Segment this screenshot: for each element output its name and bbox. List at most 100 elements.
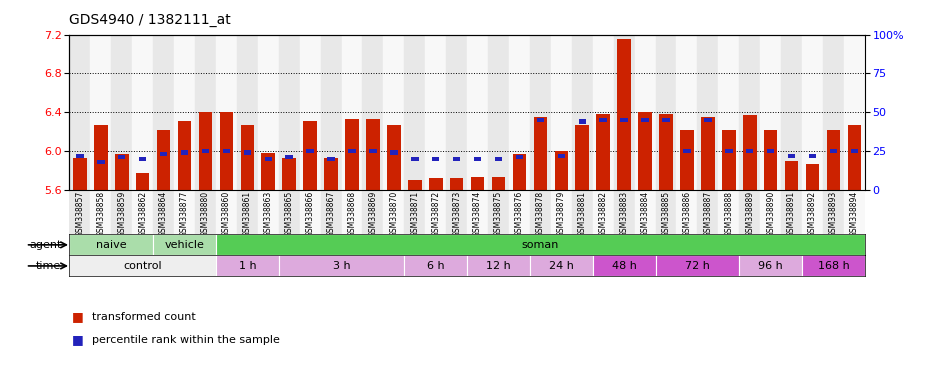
Bar [216, 255, 278, 276]
Bar [516, 155, 524, 159]
Bar [115, 154, 129, 190]
Text: GSM338864: GSM338864 [159, 191, 168, 237]
Bar [325, 158, 338, 190]
Bar [509, 35, 530, 190]
Bar [621, 118, 628, 122]
Bar [684, 149, 691, 153]
Bar [597, 114, 610, 190]
Bar [237, 35, 258, 190]
Bar [453, 157, 461, 161]
Bar [847, 125, 861, 190]
Bar [265, 157, 272, 161]
Bar [327, 157, 335, 161]
Bar [530, 35, 551, 190]
Bar [216, 190, 237, 234]
Text: GSM338858: GSM338858 [96, 191, 105, 237]
Text: 24 h: 24 h [549, 261, 574, 271]
Bar [617, 40, 631, 190]
Bar [467, 35, 488, 190]
Bar [111, 35, 132, 190]
Text: 168 h: 168 h [818, 261, 849, 271]
Bar [530, 255, 593, 276]
Bar [823, 35, 844, 190]
Bar [530, 190, 551, 234]
Text: GSM338881: GSM338881 [578, 191, 586, 237]
Bar [719, 35, 739, 190]
Bar [599, 118, 607, 122]
Bar [808, 154, 816, 158]
Text: GSM338886: GSM338886 [683, 191, 691, 237]
Text: GSM338874: GSM338874 [473, 191, 482, 237]
Bar [390, 151, 398, 155]
Text: 12 h: 12 h [487, 261, 511, 271]
Text: GSM338868: GSM338868 [348, 191, 356, 237]
Bar [345, 119, 359, 190]
Bar [426, 35, 446, 190]
Bar [802, 255, 865, 276]
Bar [593, 35, 613, 190]
Bar [363, 35, 383, 190]
Bar [722, 130, 735, 190]
Text: GSM338877: GSM338877 [180, 191, 189, 237]
Bar [180, 151, 189, 155]
Bar [258, 190, 278, 234]
Bar [638, 112, 652, 190]
Text: GSM338871: GSM338871 [411, 191, 419, 237]
Bar [830, 149, 837, 153]
Bar [154, 190, 174, 234]
Bar [534, 117, 548, 190]
Bar [341, 35, 363, 190]
Text: 48 h: 48 h [611, 261, 636, 271]
Bar [154, 234, 216, 255]
Bar [237, 190, 258, 234]
Text: GSM338875: GSM338875 [494, 191, 503, 237]
Bar [174, 35, 195, 190]
Bar [282, 158, 296, 190]
Text: GSM338873: GSM338873 [452, 191, 462, 237]
Bar [216, 35, 237, 190]
Bar [321, 35, 341, 190]
Bar [154, 35, 174, 190]
Bar [613, 35, 635, 190]
Bar [739, 255, 802, 276]
Text: GSM338894: GSM338894 [850, 191, 859, 237]
Bar [578, 119, 586, 124]
Bar [844, 190, 865, 234]
Bar [844, 35, 865, 190]
Text: vehicle: vehicle [165, 240, 204, 250]
Bar [656, 190, 676, 234]
Text: ■: ■ [72, 333, 84, 346]
Bar [303, 121, 317, 190]
Bar [488, 35, 509, 190]
Bar [132, 35, 154, 190]
Bar [593, 255, 656, 276]
Text: GSM338887: GSM338887 [703, 191, 712, 237]
Bar [739, 190, 760, 234]
Bar [223, 149, 230, 153]
Bar [426, 190, 446, 234]
Bar [656, 35, 676, 190]
Bar [160, 152, 167, 156]
Text: GSM338872: GSM338872 [431, 191, 440, 237]
Bar [91, 35, 111, 190]
Bar [278, 190, 300, 234]
Bar [411, 157, 418, 161]
Bar [139, 157, 146, 161]
Bar [760, 190, 781, 234]
Text: GSM338865: GSM338865 [285, 191, 293, 237]
Bar [76, 154, 83, 158]
Bar [262, 153, 275, 190]
Text: GSM338890: GSM338890 [766, 191, 775, 237]
Bar [156, 130, 170, 190]
Text: GDS4940 / 1382111_at: GDS4940 / 1382111_at [69, 13, 231, 27]
Bar [321, 190, 341, 234]
Bar [802, 190, 823, 234]
Text: GSM338882: GSM338882 [598, 191, 608, 237]
Bar [300, 190, 321, 234]
Bar [202, 149, 209, 153]
Bar [788, 154, 796, 158]
Text: GSM338863: GSM338863 [264, 191, 273, 237]
Bar [701, 117, 715, 190]
Text: GSM338857: GSM338857 [75, 191, 84, 237]
Bar [408, 180, 422, 190]
